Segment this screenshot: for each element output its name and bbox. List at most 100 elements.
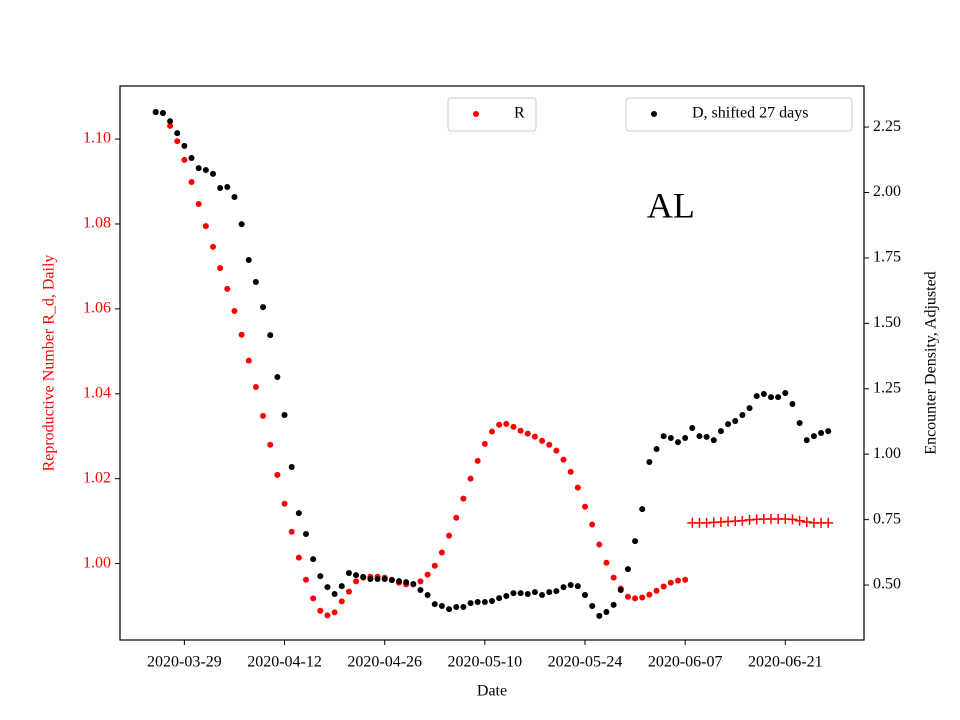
point [224, 285, 231, 292]
point [510, 590, 517, 597]
point [288, 528, 295, 535]
point [539, 437, 546, 444]
point [424, 591, 431, 598]
y2-tick-label: 2.25 [873, 118, 901, 135]
point [732, 417, 739, 424]
x-tick-label: 2020-03-29 [147, 654, 222, 671]
point [524, 430, 531, 437]
point [689, 425, 696, 432]
x-tick-label: 2020-05-24 [548, 654, 623, 671]
point [245, 357, 252, 364]
point [460, 495, 467, 502]
point [746, 405, 753, 412]
point [760, 391, 767, 398]
point [338, 598, 345, 605]
point [381, 576, 388, 583]
point [324, 584, 331, 591]
point [353, 578, 360, 585]
point [152, 109, 159, 116]
point [374, 576, 381, 583]
point [345, 588, 352, 595]
point [582, 503, 588, 510]
point [274, 471, 281, 478]
x-axis-label: Date [477, 683, 507, 700]
point [181, 142, 188, 149]
point [660, 433, 667, 440]
point [360, 573, 367, 580]
point [217, 265, 224, 272]
point [245, 257, 252, 264]
point [217, 185, 224, 192]
y2-tick-label: 0.50 [873, 576, 901, 593]
y2-tick-label: 0.75 [873, 510, 901, 527]
point [639, 594, 646, 601]
annotation: AL [647, 185, 695, 225]
point [560, 456, 567, 463]
point [810, 433, 817, 440]
point [417, 587, 424, 594]
point [567, 582, 574, 589]
point [310, 556, 317, 563]
y2-tick-label: 2.00 [873, 183, 901, 200]
point [403, 579, 410, 586]
y-tick-label: 1.04 [83, 384, 111, 401]
point [524, 590, 531, 597]
point [539, 591, 546, 598]
point [446, 532, 453, 539]
point [167, 122, 174, 129]
point [446, 606, 453, 613]
point [474, 457, 481, 464]
point [574, 484, 581, 491]
point [159, 109, 166, 116]
point [324, 612, 331, 619]
point [696, 433, 703, 440]
point [567, 468, 574, 475]
point [238, 331, 245, 338]
point [717, 428, 724, 435]
point [453, 514, 460, 521]
point [188, 178, 195, 185]
x-tick-label: 2020-05-10 [448, 654, 523, 671]
point [632, 538, 639, 545]
point [410, 580, 417, 587]
x-tick-label: 2020-04-12 [247, 654, 322, 671]
point [303, 576, 309, 583]
y2-tick-label: 1.75 [873, 249, 901, 266]
point [503, 420, 510, 427]
point [596, 612, 603, 619]
point [768, 394, 774, 401]
point [260, 412, 267, 419]
point [295, 554, 302, 561]
point [288, 464, 295, 471]
point [474, 599, 481, 606]
point [531, 433, 538, 440]
point [353, 572, 360, 579]
point [510, 423, 517, 430]
legend-box [447, 97, 537, 132]
point [310, 595, 317, 602]
x-tick-label: 2020-06-21 [748, 654, 823, 671]
point [553, 447, 560, 454]
point [274, 374, 281, 381]
point [267, 332, 274, 339]
legend-label: R [514, 105, 525, 122]
plus-point [787, 514, 798, 525]
point [796, 420, 803, 427]
point [481, 440, 488, 447]
point [460, 604, 467, 611]
legend-marker [651, 111, 657, 117]
point [496, 421, 503, 428]
point [295, 510, 302, 517]
point [646, 591, 653, 598]
point [675, 439, 681, 446]
point [496, 595, 503, 602]
point [181, 156, 188, 163]
point [453, 604, 460, 611]
point [231, 193, 238, 200]
point [188, 154, 195, 161]
point [438, 549, 445, 556]
point [667, 579, 674, 586]
point [739, 411, 746, 418]
point [589, 521, 596, 528]
point [431, 601, 438, 608]
